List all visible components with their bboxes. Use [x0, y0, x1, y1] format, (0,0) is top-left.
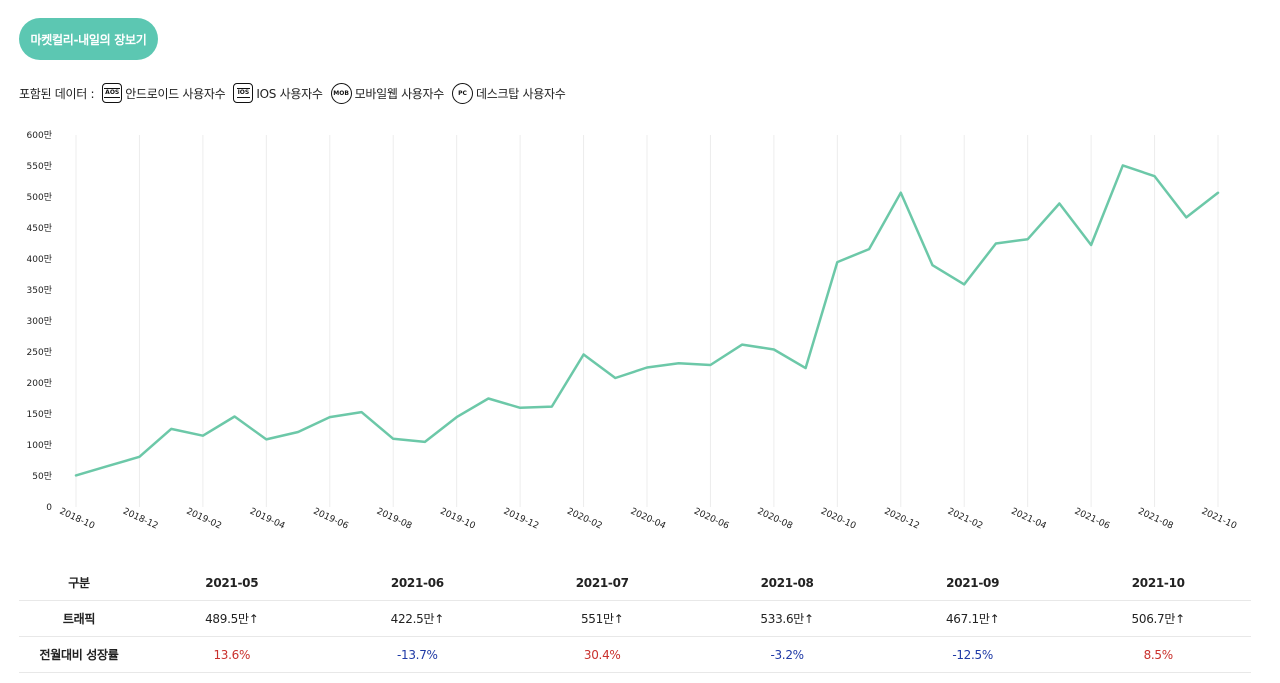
y-tick-label: 100만 — [27, 440, 52, 451]
pc-icon: PC — [452, 82, 474, 104]
legend-item-aos: AOS 안드로이드 사용자수 — [102, 83, 226, 103]
x-tick-label: 2019-10 — [438, 507, 477, 532]
y-tick-label: 150만 — [27, 409, 52, 420]
traffic-cell: 467.1만↑ — [879, 600, 1066, 637]
legend-label-pc: 데스크탑 사용자수 — [476, 86, 566, 101]
y-tick-label: 350만 — [27, 285, 52, 296]
month-header: 2021-07 — [510, 565, 695, 601]
y-tick-label: 600만 — [27, 130, 52, 141]
month-header: 2021-09 — [879, 565, 1066, 601]
y-tick-label: 200만 — [27, 378, 52, 389]
x-tick-label: 2019-08 — [375, 507, 414, 532]
up-arrow-icon: ↑ — [613, 612, 624, 626]
aos-icon: AOS — [102, 83, 123, 103]
y-tick-label: 250만 — [27, 347, 52, 358]
x-tick-label: 2020-12 — [882, 507, 920, 532]
y-tick-label: 0 — [46, 503, 52, 513]
app-title-button[interactable]: 마켓컬리-내일의 장보기 — [19, 18, 158, 60]
month-header: 2021-08 — [694, 565, 880, 601]
up-arrow-icon: ↑ — [804, 612, 814, 626]
traffic-cell: 422.5만↑ — [324, 600, 511, 637]
x-tick-label: 2021-04 — [1009, 507, 1048, 532]
y-tick-label: 300만 — [27, 316, 52, 327]
growth-cell: 8.5% — [1065, 636, 1251, 673]
x-tick-label: 2021-06 — [1073, 507, 1112, 532]
table-header-row: 구분 2021-05 2021-06 2021-07 2021-08 2021-… — [19, 565, 1251, 601]
x-tick-label: 2019-06 — [311, 507, 350, 532]
series-line — [74, 164, 1220, 477]
y-tick-label: 50만 — [32, 471, 52, 482]
x-tick-label: 2020-06 — [692, 507, 731, 532]
x-tick-label: 2019-12 — [502, 507, 540, 532]
growth-cell: -3.2% — [694, 636, 880, 673]
x-tick-label: 2020-02 — [565, 507, 603, 532]
traffic-cell: 533.6만↑ — [694, 600, 880, 637]
growth-cell: -13.7% — [324, 636, 511, 673]
x-tick-label: 2021-02 — [946, 507, 984, 532]
legend-label-ios: IOS 사용자수 — [256, 86, 323, 101]
x-tick-label: 2018-12 — [121, 507, 159, 532]
traffic-line-chart: 2018-10 2018-12 2019-02 2019-04 2019-06 2019-… — [27, 130, 1239, 532]
growth-row: 전월대비 성장률 13.6% -13.7% 30.4% -3.2% -12.5%… — [19, 636, 1251, 673]
growth-row-label: 전월대비 성장률 — [19, 636, 139, 673]
x-tick-label: 2021-08 — [1136, 507, 1175, 532]
legend-label-mob: 모바일웹 사용자수 — [354, 86, 445, 101]
y-tick-label: 450만 — [27, 223, 52, 234]
growth-cell: 13.6% — [139, 636, 325, 673]
y-tick-label: 500만 — [27, 192, 52, 203]
x-tick-label: 2020-04 — [629, 507, 668, 532]
legend-label-aos: 안드로이드 사용자수 — [125, 86, 226, 101]
monthly-stats-table: 구분 2021-05 2021-06 2021-07 2021-08 2021-… — [19, 565, 1251, 673]
table-header-label: 구분 — [19, 565, 139, 601]
x-tick-label: 2019-04 — [248, 507, 287, 532]
legend: 포함된 데이터 : AOS 안드로이드 사용자수 IOS IOS 사용자수 MO… — [19, 80, 573, 106]
growth-cell: -12.5% — [879, 636, 1066, 673]
legend-item-pc: PC 데스크탑 사용자수 — [452, 82, 566, 104]
legend-prefix: 포함된 데이터 : — [19, 86, 95, 101]
traffic-cell: 489.5만↑ — [139, 600, 325, 637]
growth-cell: 30.4% — [510, 636, 695, 673]
traffic-cell: 551만↑ — [510, 600, 695, 637]
traffic-cell: 506.7만↑ — [1065, 600, 1251, 637]
month-header: 2021-05 — [139, 565, 325, 601]
x-tick-label: 2019-02 — [185, 507, 223, 532]
up-arrow-icon: ↑ — [248, 612, 259, 626]
traffic-row: 트래픽 489.5만↑ 422.5만↑ 551만↑ 533.6만↑ 467.1만… — [19, 600, 1251, 637]
y-tick-label: 400만 — [27, 254, 52, 265]
legend-item-mob: MOB 모바일웹 사용자수 — [330, 82, 445, 104]
x-tick-label: 2021-10 — [1200, 507, 1239, 532]
month-header: 2021-10 — [1065, 565, 1251, 601]
up-arrow-icon: ↑ — [1175, 612, 1185, 626]
y-tick-label: 550만 — [27, 161, 52, 172]
x-tick-label: 2020-08 — [756, 507, 795, 532]
up-arrow-icon: ↑ — [989, 612, 1000, 626]
x-tick-label: 2020-10 — [819, 507, 858, 532]
x-tick-label: 2018-10 — [58, 507, 97, 532]
ios-icon: IOS — [233, 83, 254, 103]
month-header: 2021-06 — [324, 565, 511, 601]
mob-icon: MOB — [330, 82, 352, 104]
up-arrow-icon: ↑ — [434, 612, 444, 626]
legend-item-ios: IOS IOS 사용자수 — [233, 83, 323, 103]
traffic-row-label: 트래픽 — [19, 600, 139, 637]
